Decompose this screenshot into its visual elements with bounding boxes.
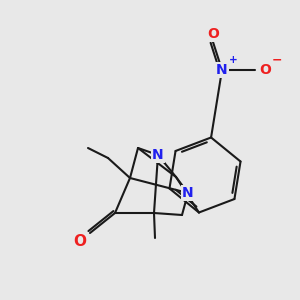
Text: N: N	[152, 148, 164, 162]
Text: N: N	[182, 186, 194, 200]
Text: O: O	[207, 27, 219, 41]
Text: N: N	[216, 63, 228, 77]
Text: −: −	[272, 54, 283, 67]
Text: +: +	[229, 55, 238, 65]
Text: O: O	[259, 63, 271, 77]
Text: O: O	[74, 233, 86, 248]
